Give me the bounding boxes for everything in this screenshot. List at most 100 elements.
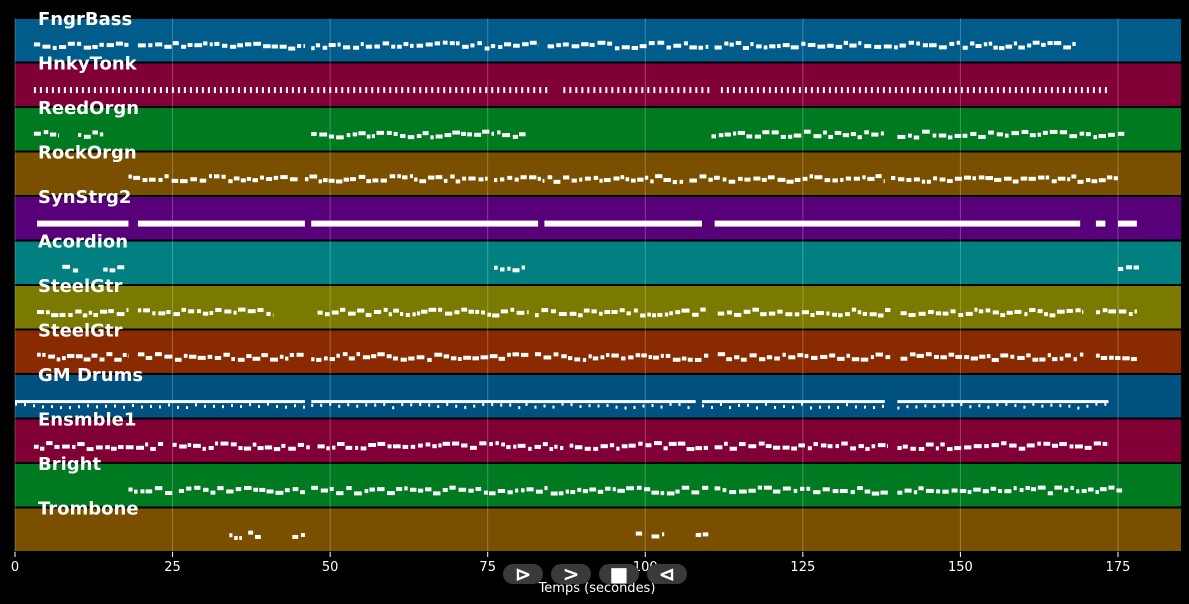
note-mark xyxy=(1117,266,1124,271)
note-mark xyxy=(589,487,597,492)
note-mark xyxy=(311,357,315,362)
note-mark xyxy=(988,41,993,46)
note-mark xyxy=(547,175,553,180)
note-mark xyxy=(481,310,486,315)
note-mark xyxy=(986,354,991,359)
note-mark xyxy=(77,442,85,447)
note-mark xyxy=(177,87,180,94)
note-mark xyxy=(1029,133,1036,138)
note-mark xyxy=(37,352,41,357)
note-mark xyxy=(389,87,392,94)
note-mark xyxy=(403,42,409,47)
note-mark xyxy=(669,311,673,316)
note-mark xyxy=(57,87,60,94)
note-mark xyxy=(633,405,636,409)
note-mark xyxy=(871,132,879,137)
note-mark xyxy=(870,87,873,94)
note-mark xyxy=(603,178,611,183)
note-mark xyxy=(1044,87,1047,94)
note-mark xyxy=(970,131,977,136)
note-marks xyxy=(15,40,1140,540)
note-mark xyxy=(635,531,643,536)
note-mark xyxy=(72,268,79,273)
note-mark xyxy=(888,87,891,94)
note-mark xyxy=(443,87,446,94)
note-mark xyxy=(1075,308,1081,313)
note-mark xyxy=(123,87,126,94)
note-mark xyxy=(817,44,826,49)
note-mark xyxy=(985,176,994,181)
note-mark xyxy=(419,403,422,407)
note-mark xyxy=(246,176,251,181)
note-mark xyxy=(657,312,663,317)
note-mark xyxy=(1093,441,1101,446)
track-label: GM Drums xyxy=(38,365,143,386)
note-mark xyxy=(438,443,442,448)
note-mark xyxy=(435,134,443,139)
note-mark xyxy=(352,132,358,137)
note-mark xyxy=(509,403,512,407)
note-mark xyxy=(988,130,994,135)
note-mark xyxy=(915,405,918,409)
note-mark xyxy=(39,87,42,94)
note-mark xyxy=(431,87,434,94)
note-mark xyxy=(377,487,385,492)
note-mark xyxy=(1059,356,1064,361)
note-mark xyxy=(936,489,941,494)
forward-icon: > xyxy=(562,562,580,586)
forward-button[interactable]: > xyxy=(551,564,591,584)
note-mark xyxy=(681,356,687,361)
stop-button[interactable]: ■ xyxy=(599,564,639,584)
note-mark xyxy=(714,445,723,450)
note-mark xyxy=(820,354,828,359)
note-mark xyxy=(857,135,862,140)
note-mark xyxy=(1025,485,1030,490)
note-mark xyxy=(570,490,576,495)
note-mark xyxy=(1098,134,1106,139)
note-mark xyxy=(407,135,415,140)
note-mark xyxy=(42,405,44,409)
note-mark xyxy=(503,87,506,94)
note-mark xyxy=(346,133,351,138)
note-mark xyxy=(701,87,704,94)
note-mark xyxy=(563,175,570,180)
note-mark xyxy=(948,352,955,357)
note-mark xyxy=(428,175,435,180)
note-mark xyxy=(297,442,304,447)
back-button[interactable]: ⊲ xyxy=(647,564,687,584)
note-mark xyxy=(793,488,798,493)
note-mark xyxy=(485,87,488,94)
play-button[interactable]: ⊳ xyxy=(503,564,543,584)
note-mark xyxy=(588,404,591,408)
note-mark xyxy=(677,441,686,446)
note-mark xyxy=(909,352,916,357)
note-mark xyxy=(336,353,340,358)
note-mark xyxy=(174,357,182,362)
note-mark xyxy=(220,441,229,446)
note-mark xyxy=(687,406,690,410)
note-mark xyxy=(491,403,494,407)
note-mark xyxy=(288,446,296,451)
note-mark xyxy=(507,490,513,495)
note-mark xyxy=(607,41,613,46)
note-mark xyxy=(500,267,505,272)
note-mark xyxy=(507,266,511,271)
note-mark xyxy=(1067,177,1071,182)
note-mark xyxy=(303,87,306,94)
note-mark xyxy=(913,177,920,182)
note-mark xyxy=(773,489,781,494)
note-mark xyxy=(257,446,264,451)
note-mark xyxy=(535,489,543,494)
note-mark xyxy=(297,44,302,49)
note-mark xyxy=(756,44,762,49)
note-mark xyxy=(702,532,709,537)
note-mark xyxy=(1095,310,1100,315)
note-mark xyxy=(83,45,92,50)
note-mark xyxy=(450,174,455,179)
note-mark xyxy=(864,44,872,49)
note-mark xyxy=(668,441,677,446)
note-mark xyxy=(229,533,233,538)
note-mark xyxy=(858,87,861,94)
note-mark xyxy=(858,444,864,449)
note-mark xyxy=(194,43,203,48)
